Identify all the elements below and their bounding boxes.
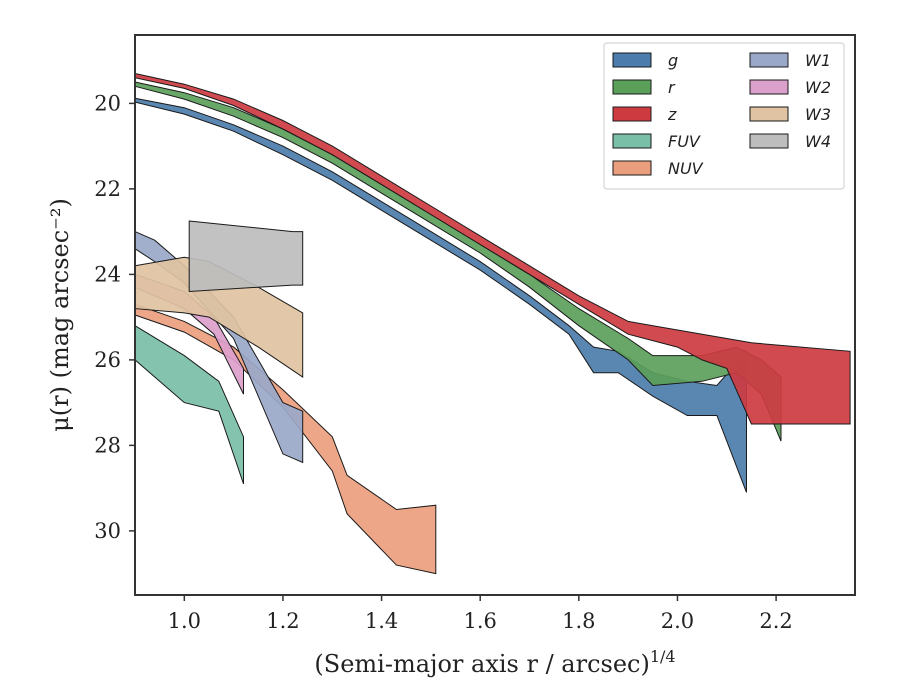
plot-frame [134, 34, 856, 596]
y-tick-label: 22 [94, 177, 121, 201]
y-tick-label: 24 [94, 262, 121, 286]
profile-bands [134, 72, 851, 575]
legend-label-fuv: FUV [668, 132, 701, 151]
legend-swatch-w1 [749, 52, 789, 68]
y-tick-label: 20 [94, 91, 121, 115]
legend-label-nuv: NUV [668, 159, 704, 178]
band-w4 [188, 220, 304, 293]
y-tick-label: 30 [94, 519, 121, 543]
legend-swatch-w4 [749, 133, 789, 149]
legend-swatch-w3 [749, 106, 789, 122]
legend-label-w4: W4 [805, 132, 831, 151]
x-tick-label: 1.6 [464, 609, 497, 633]
legend-swatch-fuv [612, 133, 652, 149]
legend-swatch-r [612, 79, 652, 95]
legend-swatch-w2 [749, 79, 789, 95]
x-tick-label: 1.0 [168, 609, 201, 633]
x-tick-label: 1.8 [562, 609, 595, 633]
legend-swatch-nuv [612, 160, 652, 176]
legend-label-w3: W3 [805, 105, 831, 124]
y-axis-ticks: 20 22 24 26 28 30 [94, 91, 135, 543]
legend-label-w1: W1 [805, 51, 831, 70]
legend: grz FUV NUV W1 W2 W3 W4 [603, 42, 845, 190]
legend-swatch-g [612, 52, 652, 68]
y-axis-label: μ(r) (mag arcsec⁻²) [46, 198, 74, 432]
band-g [134, 97, 747, 493]
legend-label-g: g [668, 51, 678, 70]
band-fuv [134, 324, 244, 485]
y-tick-label: 28 [94, 433, 121, 457]
x-axis-label: (Semi-major axis r / arcsec)1/4 [314, 647, 675, 678]
legend-swatch-z [612, 106, 652, 122]
x-tick-label: 2.0 [661, 609, 694, 633]
legend-label-z: z [667, 105, 677, 124]
y-tick-label: 26 [94, 348, 121, 372]
x-tick-label: 1.4 [365, 609, 398, 633]
band-z [134, 72, 851, 425]
x-axis-ticks: 1.0 1.2 1.4 1.6 1.8 2.0 2.2 [168, 595, 793, 633]
legend-label-w2: W2 [805, 78, 831, 97]
legend-label-r: r [668, 78, 676, 97]
x-tick-label: 2.2 [759, 609, 792, 633]
x-tick-label: 1.2 [266, 609, 299, 633]
